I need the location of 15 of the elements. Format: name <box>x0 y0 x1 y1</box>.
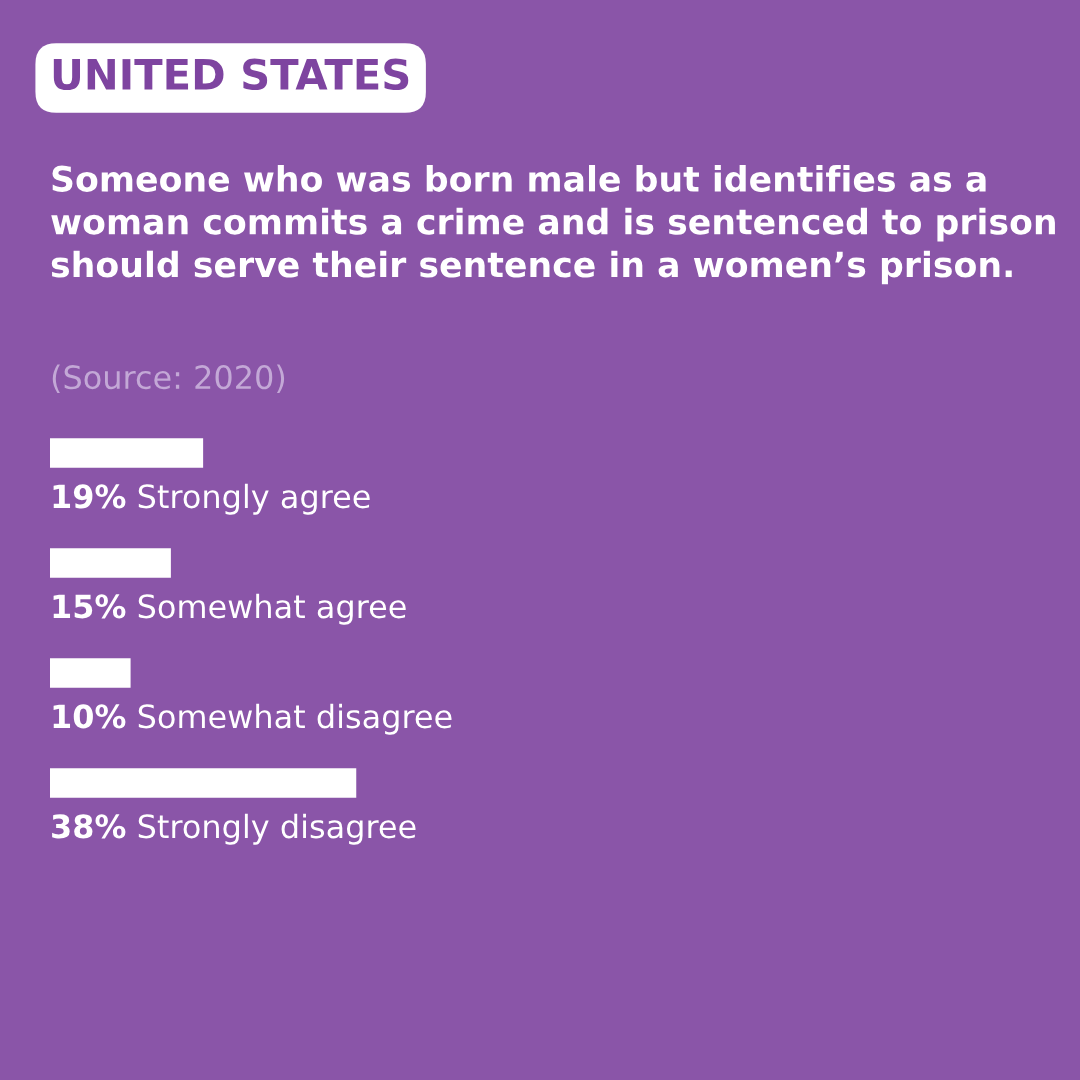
text: Someone who was born male but identifies as a woman commits a crime and is sentenced to prison should serve their sentence in a women’s prison. <box>51 165 1055 285</box>
data-label: 38% <box>52 814 126 839</box>
data-label: 10% <box>53 704 126 729</box>
y-tick-label: Strongly disagree <box>138 813 416 845</box>
y-tick-label: Strongly agree <box>138 483 370 515</box>
bar <box>50 658 131 688</box>
y-tick-label: Somewhat disagree <box>138 703 452 735</box>
text: (Source: 2020) <box>52 364 285 394</box>
bar <box>50 768 357 798</box>
data-label: 19% <box>53 484 126 509</box>
y-tick-label: Somewhat agree <box>138 593 406 625</box>
bar <box>50 548 171 578</box>
data-label: 15% <box>53 594 126 619</box>
bar <box>50 438 204 468</box>
chart-title: UNITED STATES <box>53 58 409 91</box>
